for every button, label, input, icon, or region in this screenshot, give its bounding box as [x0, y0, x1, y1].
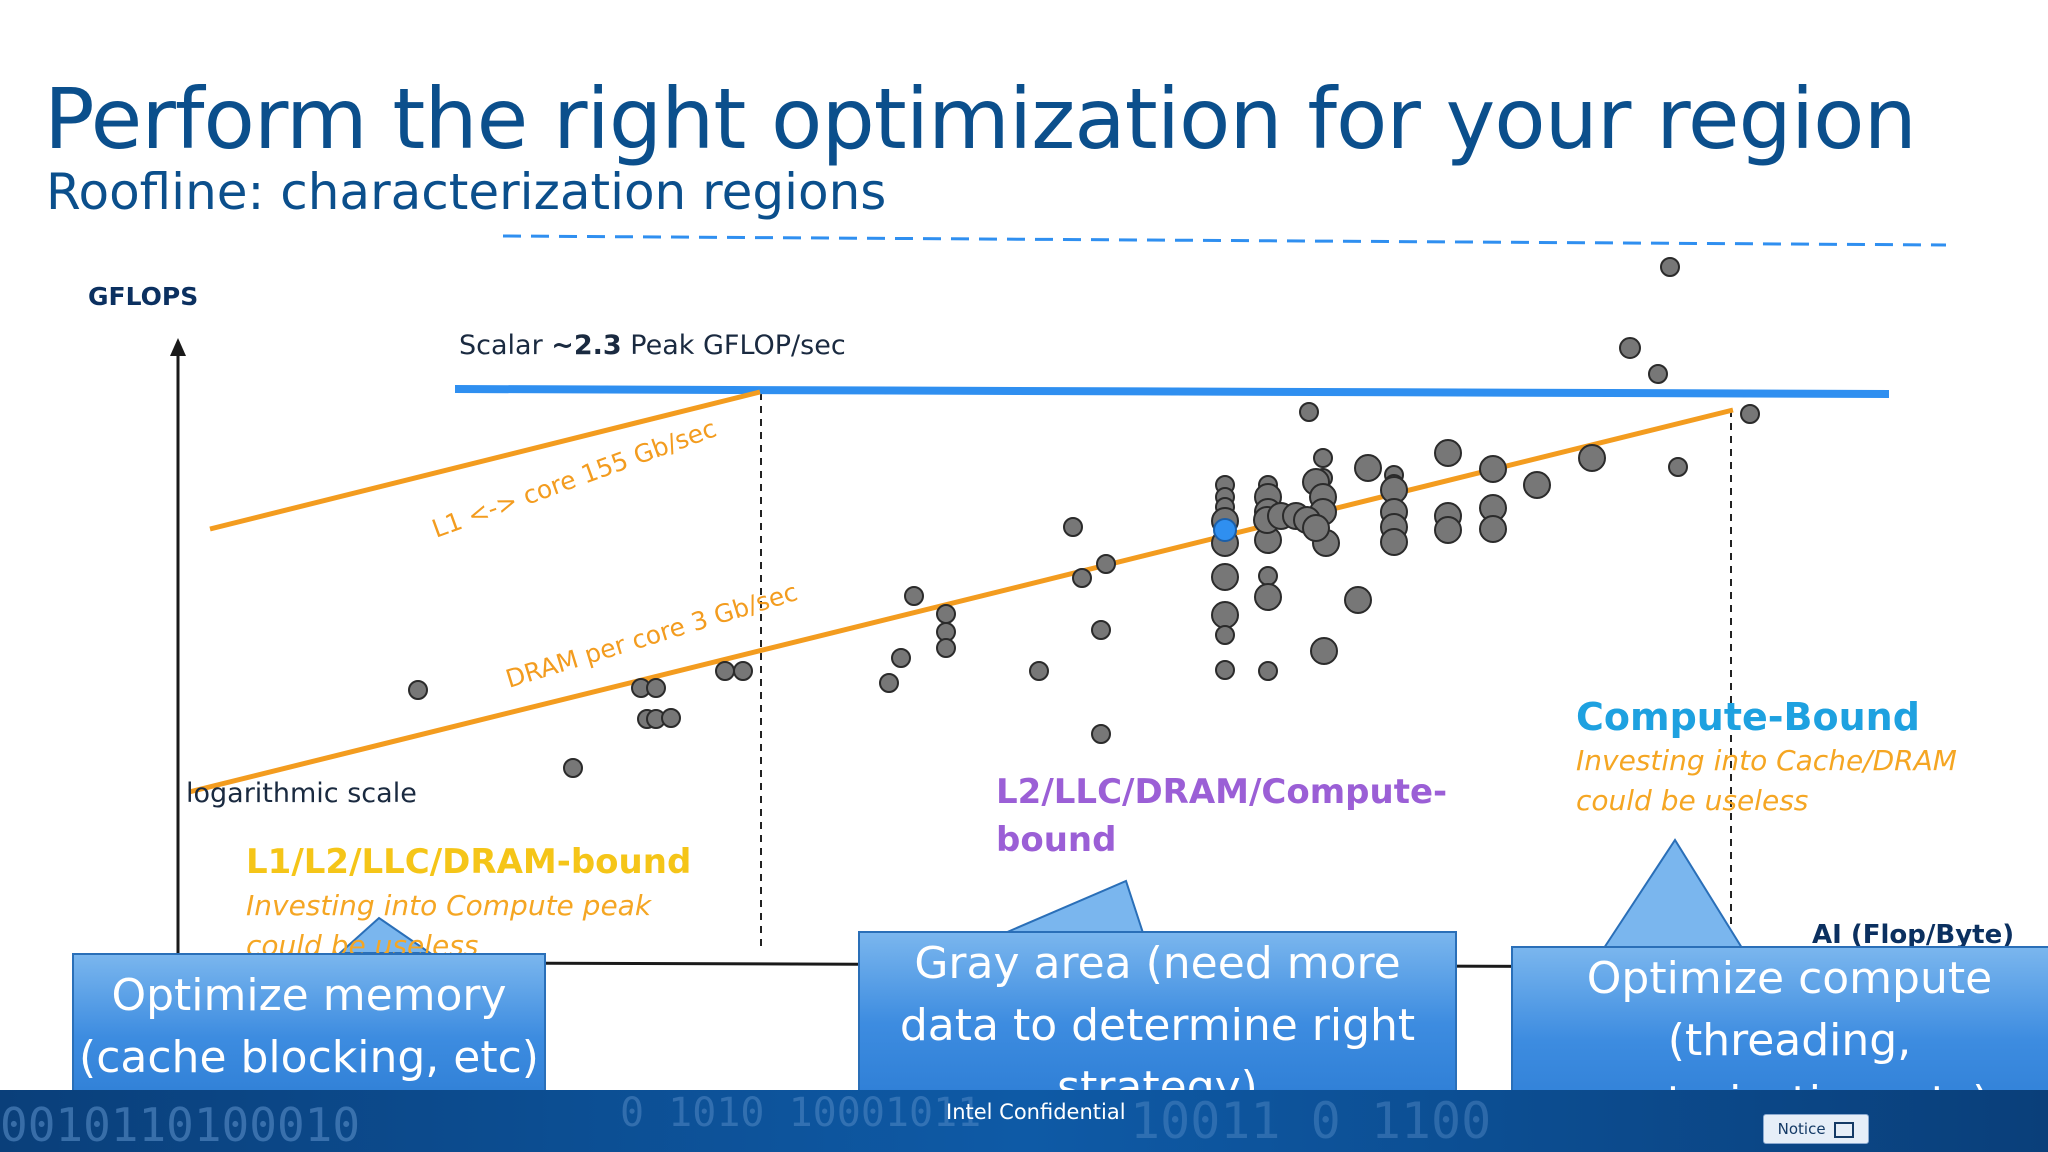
data-point	[1479, 455, 1507, 483]
mixed-region-title: L2/LLC/DRAM/Compute-bound	[996, 772, 1448, 860]
data-point	[1668, 457, 1688, 477]
data-point	[1211, 563, 1239, 591]
data-point	[936, 638, 956, 658]
memory-region-title: L1/L2/LLC/DRAM-bound	[246, 842, 692, 882]
data-point	[1648, 364, 1668, 384]
l1-bandwidth-roof	[209, 389, 761, 532]
notice-label: Notice	[1777, 1120, 1826, 1138]
data-point	[1434, 516, 1462, 544]
data-point	[904, 586, 924, 606]
peak-label-prefix: Scalar	[459, 330, 552, 361]
data-point	[1258, 566, 1278, 586]
data-point	[1660, 257, 1680, 277]
highlighted-point	[1213, 518, 1237, 542]
data-point	[1354, 454, 1382, 482]
data-point	[879, 673, 899, 693]
data-point	[1211, 601, 1239, 629]
compute-region-title: Compute-Bound	[1576, 695, 1920, 739]
data-point	[1313, 448, 1333, 468]
top-dashed-guide	[502, 234, 1947, 247]
data-point	[1096, 554, 1116, 574]
footer-banner: 0010110100010 0 1010 10001011 10011 0 11…	[0, 1090, 2048, 1152]
data-point	[1740, 404, 1760, 424]
l1-roof-label: L1 <-> core 155 Gb/sec	[428, 414, 720, 544]
gray-callout-pointer	[1004, 879, 1145, 934]
data-point	[936, 604, 956, 624]
data-point	[891, 648, 911, 668]
y-axis-label: GFLOPS	[88, 282, 199, 311]
data-point	[646, 678, 666, 698]
book-icon	[1834, 1121, 1855, 1138]
binary-pattern-mid: 0 1010 10001011	[620, 1090, 982, 1136]
intel-confidential-label: Intel Confidential	[946, 1100, 1126, 1124]
data-point	[1258, 661, 1278, 681]
data-point	[1215, 660, 1235, 680]
optimize-memory-callout: Optimize memory (cache blocking, etc)	[72, 953, 546, 1107]
data-point	[1029, 661, 1049, 681]
data-point	[1302, 514, 1330, 542]
data-point	[563, 758, 583, 778]
mixed-bound-region: L2/LLC/DRAM/Compute-bound	[996, 768, 1448, 864]
notice-button[interactable]: Notice	[1763, 1114, 1869, 1144]
data-point	[1578, 444, 1606, 472]
compute-region-note: Investing into Cache/DRAM could be usele…	[1576, 744, 1957, 817]
data-point	[1299, 402, 1319, 422]
data-point	[1063, 517, 1083, 537]
data-point	[1434, 439, 1462, 467]
data-point	[1619, 337, 1641, 359]
data-point	[1254, 583, 1282, 611]
gray-area-callout: Gray area (need more data to determine r…	[858, 931, 1457, 1113]
data-point	[733, 661, 753, 681]
dram-bandwidth-roof	[188, 407, 1734, 795]
data-point	[1380, 528, 1408, 556]
data-point	[1215, 625, 1235, 645]
peak-label-suffix: Peak GFLOP/sec	[621, 330, 846, 361]
x-axis-label: AI (Flop/Byte)	[1812, 920, 2015, 950]
slide-title: Perform the right optimization for your …	[44, 70, 1917, 168]
data-point	[715, 661, 735, 681]
binary-pattern-right: 10011 0 1100	[1130, 1092, 1492, 1150]
compute-bound-region: Compute-Bound Investing into Cache/DRAM …	[1576, 693, 1976, 821]
data-point	[1091, 724, 1111, 744]
binary-pattern-left: 0010110100010	[0, 1098, 361, 1152]
peak-compute-roof	[454, 385, 1890, 398]
slide-subtitle: Roofline: characterization regions	[46, 163, 887, 221]
data-point	[408, 680, 428, 700]
peak-roof-label: Scalar ~2.3 Peak GFLOP/sec	[459, 330, 846, 361]
data-point	[1091, 620, 1111, 640]
optimize-compute-callout: Optimize compute (threading, vectorizati…	[1511, 946, 2048, 1128]
peak-label-value: ~2.3	[551, 330, 622, 361]
data-point	[1523, 471, 1551, 499]
compute-callout-pointer	[1602, 838, 1744, 949]
data-point	[1072, 568, 1092, 588]
memory-bound-region: L1/L2/LLC/DRAM-bound Investing into Comp…	[246, 838, 691, 966]
data-point	[1479, 515, 1507, 543]
y-axis-arrowhead	[170, 338, 186, 356]
data-point	[1344, 586, 1372, 614]
log-scale-note: logarithmic scale	[186, 778, 417, 809]
data-point	[661, 708, 681, 728]
measured-points	[408, 257, 1760, 778]
data-point	[1310, 637, 1338, 665]
